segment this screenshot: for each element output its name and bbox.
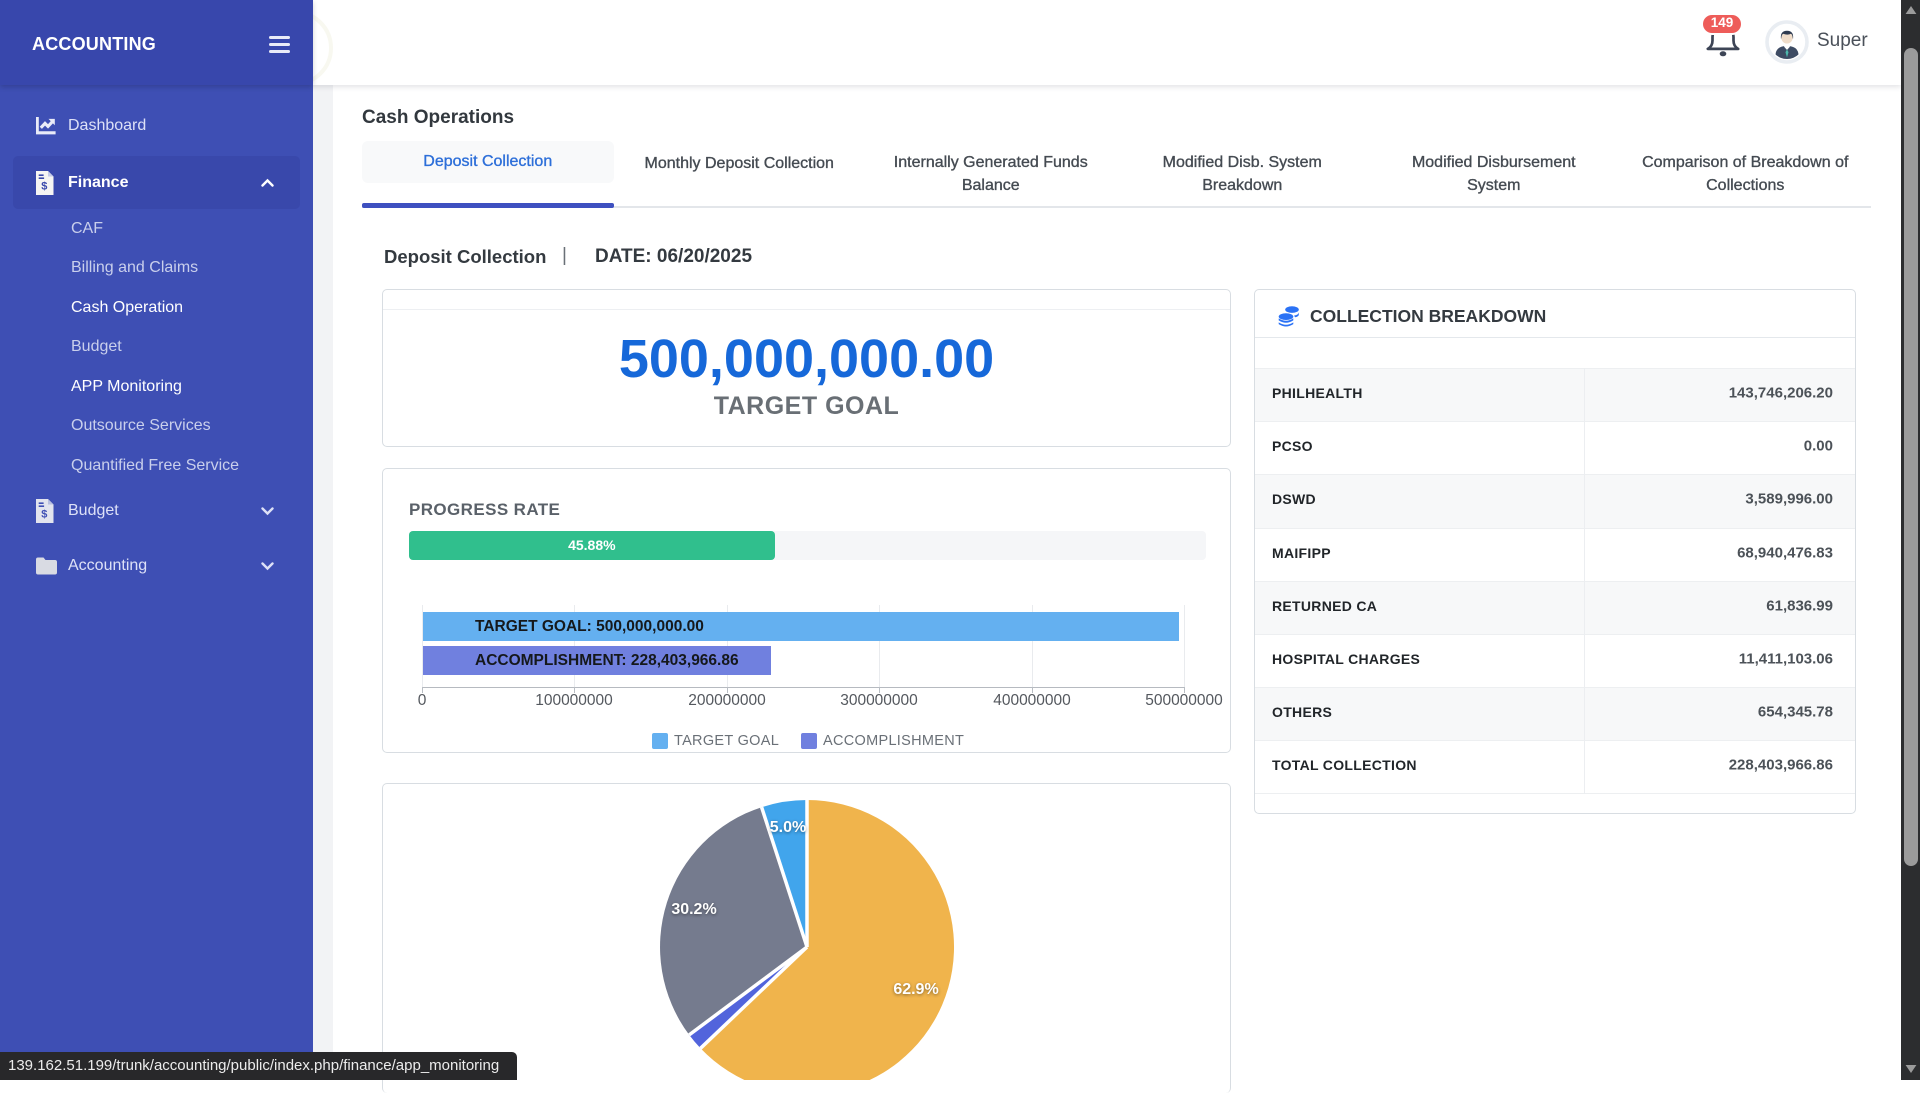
- svg-text:$: $: [41, 180, 47, 192]
- svg-text:$: $: [41, 508, 47, 520]
